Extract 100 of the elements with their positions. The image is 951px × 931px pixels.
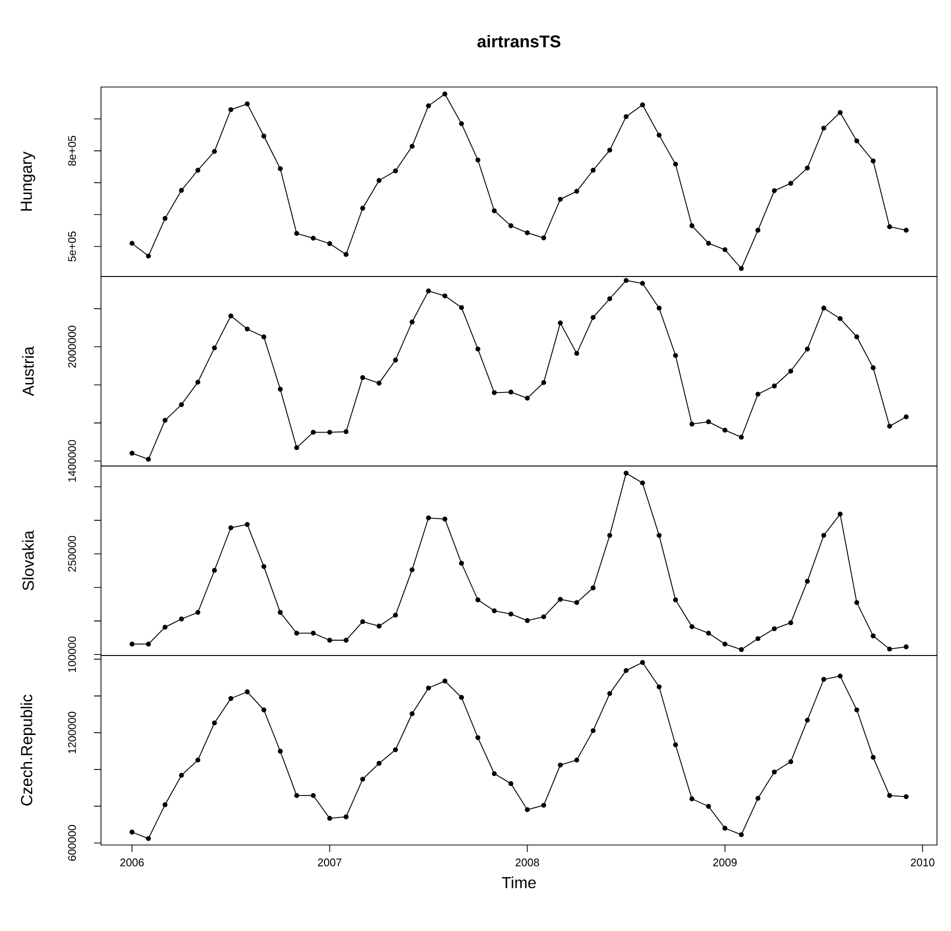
point: [410, 320, 415, 324]
y-tick-label: 5e+05: [68, 232, 76, 262]
point: [870, 158, 876, 164]
point: [492, 390, 497, 396]
point: [360, 776, 366, 782]
y-tick-label: 8e+05: [68, 136, 76, 166]
point: [772, 770, 777, 774]
point: [178, 188, 184, 193]
point: [310, 236, 316, 241]
x-tick-label: 2006: [120, 858, 144, 866]
point: [146, 254, 151, 259]
point: [755, 796, 760, 801]
point: [475, 597, 480, 602]
point: [244, 326, 250, 332]
point: [228, 107, 234, 112]
point: [442, 293, 448, 298]
point: [689, 624, 694, 630]
point: [607, 148, 612, 153]
x-tick-label: 2008: [516, 858, 540, 866]
point: [590, 585, 596, 590]
point: [410, 711, 415, 716]
x-tick-label: 2010: [910, 858, 934, 866]
point: [244, 101, 250, 106]
point: [492, 208, 497, 214]
y-tick-label: 2000000: [68, 326, 76, 368]
y-axis-title: Hungary: [20, 152, 36, 211]
point: [393, 358, 398, 363]
point: [689, 223, 694, 228]
point: [327, 638, 332, 643]
point: [508, 223, 514, 228]
point: [706, 240, 711, 246]
point: [475, 158, 480, 162]
point: [755, 392, 760, 397]
point: [228, 525, 234, 530]
point: [689, 796, 694, 802]
point: [376, 178, 382, 183]
point: [228, 313, 234, 318]
point: [541, 802, 546, 808]
point: [459, 305, 464, 310]
point: [327, 816, 332, 821]
y-axis-title: Czech.Republic: [20, 694, 36, 806]
point: [162, 802, 168, 808]
x-tick-label: 2009: [713, 858, 737, 866]
point: [244, 522, 250, 527]
point: [294, 230, 300, 236]
point: [195, 168, 200, 173]
point: [673, 353, 678, 358]
point: [492, 771, 497, 776]
point: [755, 228, 760, 233]
point: [558, 762, 563, 768]
point: [541, 614, 546, 620]
point: [854, 707, 860, 712]
point: [624, 668, 629, 674]
point: [294, 445, 300, 450]
point: [590, 168, 596, 173]
point: [261, 334, 266, 340]
point: [656, 532, 662, 538]
point: [804, 346, 810, 352]
point: [344, 252, 349, 257]
point: [788, 368, 794, 374]
x-axis-title: Time: [502, 876, 536, 888]
point: [788, 180, 794, 186]
point: [887, 424, 892, 429]
point: [310, 793, 316, 798]
point: [130, 450, 134, 456]
point: [278, 748, 283, 754]
point: [838, 512, 843, 517]
point: [360, 375, 366, 380]
point: [904, 644, 909, 650]
point: [640, 480, 645, 486]
point: [738, 434, 744, 440]
point: [838, 316, 843, 322]
point: [624, 278, 629, 283]
point: [788, 759, 794, 764]
point: [524, 396, 530, 401]
point: [607, 691, 612, 696]
point: [410, 144, 415, 149]
point: [722, 642, 728, 647]
point: [541, 380, 546, 386]
point: [870, 365, 876, 370]
point: [788, 620, 794, 626]
point: [904, 414, 909, 420]
point: [426, 686, 431, 690]
point: [508, 390, 514, 395]
point: [772, 384, 777, 388]
point: [459, 121, 464, 126]
point: [870, 754, 876, 760]
x-tick-label: 2007: [318, 858, 342, 866]
point: [772, 626, 777, 632]
point: [624, 114, 629, 120]
point: [821, 306, 826, 311]
point: [146, 456, 151, 462]
point: [212, 720, 217, 726]
point: [492, 608, 497, 614]
point: [870, 633, 876, 638]
point: [838, 674, 843, 679]
point: [376, 760, 382, 766]
point: [722, 826, 728, 831]
point: [261, 564, 266, 569]
y-axis-title: Slovakia: [22, 530, 34, 590]
